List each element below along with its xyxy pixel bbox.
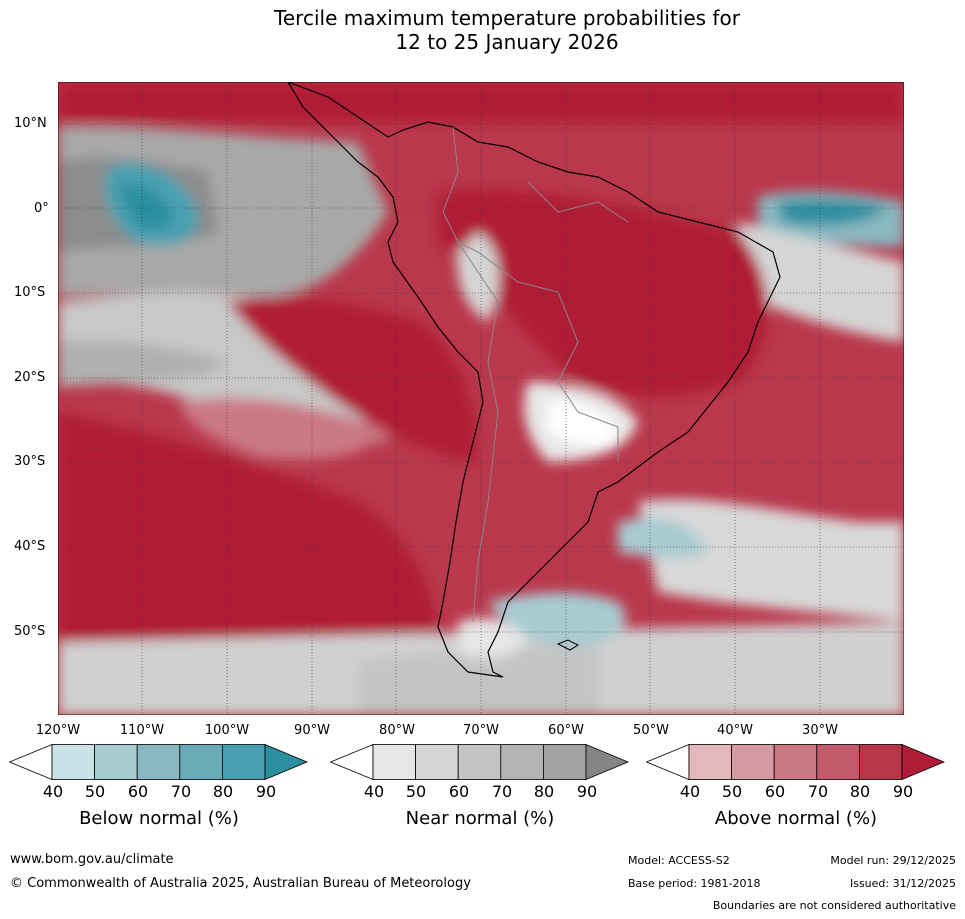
below-normal-segment (94, 744, 138, 780)
boundaries-disclaimer: Boundaries are not considered authoritat… (712, 899, 956, 912)
tick-90: 90 (576, 782, 598, 801)
tick-40: 40 (679, 782, 701, 801)
south-america-coastline (287, 82, 781, 678)
model-run: Model run: 29/12/2025 (830, 854, 956, 867)
below-normal-label: Below normal (%) (79, 808, 239, 829)
lat-label-40s: 40°S (14, 539, 46, 554)
below-normal-segment (179, 744, 223, 780)
tick-60: 60 (764, 782, 786, 801)
lon-label-60w: 60°W (548, 723, 584, 738)
graticule (58, 82, 904, 715)
tick-50: 50 (84, 782, 106, 801)
tick-80: 80 (533, 782, 555, 801)
bom-url: www.bom.gov.au/climate (10, 852, 174, 867)
title-line-2: 12 to 25 January 2026 (395, 30, 619, 54)
near-normal-segment (372, 744, 416, 780)
lon-label-50w: 50°W (633, 723, 669, 738)
tick-80: 80 (849, 782, 871, 801)
above-normal-colorbar (646, 744, 946, 780)
issued-date: Issued: 31/12/2025 (849, 877, 956, 890)
near-normal-segment (457, 744, 502, 780)
copyright: © Commonwealth of Australia 2025, Austra… (10, 876, 471, 891)
lat-label-50s: 50°S (14, 624, 46, 639)
lat-label-0: 0° (34, 201, 49, 216)
lon-label-100w: 100°W (204, 723, 250, 738)
probability-map (58, 82, 904, 715)
lon-label-80w: 80°W (379, 723, 415, 738)
tick-50: 50 (721, 782, 743, 801)
below-normal-segment (51, 744, 95, 780)
lat-label-30s: 30°S (14, 454, 46, 469)
below-normal-segment (221, 744, 266, 780)
lon-label-40w: 40°W (717, 723, 753, 738)
above-normal-segment (858, 744, 903, 780)
map-title: Tercile maximum temperature probabilitie… (0, 6, 965, 54)
tick-60: 60 (448, 782, 470, 801)
title-line-1: Tercile maximum temperature probabilitie… (274, 6, 740, 30)
above-normal-segment (773, 744, 818, 780)
tick-70: 70 (807, 782, 829, 801)
tick-40: 40 (42, 782, 64, 801)
near-normal-low-extend (330, 744, 374, 780)
base-period: Base period: 1981-2018 (628, 877, 761, 890)
lon-label-110w: 110°W (119, 723, 165, 738)
tick-70: 70 (170, 782, 192, 801)
near-normal-colorbar (330, 744, 630, 780)
tick-90: 90 (892, 782, 914, 801)
above-normal-label: Above normal (%) (714, 808, 878, 829)
near-normal-segment (415, 744, 459, 780)
above-normal-segment (816, 744, 860, 780)
lon-label-120w: 120°W (35, 723, 81, 738)
lon-label-90w: 90°W (294, 723, 330, 738)
near-normal-label: Near normal (%) (405, 808, 555, 829)
below-normal-low-extend (9, 744, 53, 780)
tick-50: 50 (405, 782, 427, 801)
near-normal-high-extend (585, 744, 630, 780)
below-normal-segment (136, 744, 181, 780)
below-normal-colorbar (9, 744, 309, 780)
tick-80: 80 (212, 782, 234, 801)
near-normal-segment (500, 744, 544, 780)
tick-90: 90 (255, 782, 277, 801)
lat-label-10n: 10°N (14, 116, 47, 131)
above-normal-segment (731, 744, 775, 780)
above-normal-segment (688, 744, 732, 780)
falkland-islands (556, 639, 580, 651)
lon-label-30w: 30°W (802, 723, 838, 738)
lon-label-70w: 70°W (463, 723, 499, 738)
above-normal-low-extend (646, 744, 690, 780)
below-normal-high-extend (264, 744, 309, 780)
near-normal-segment (542, 744, 587, 780)
country-borders (442, 126, 629, 623)
lat-label-10s: 10°S (14, 285, 46, 300)
lat-label-20s: 20°S (14, 370, 46, 385)
tick-70: 70 (491, 782, 513, 801)
tick-40: 40 (363, 782, 385, 801)
tick-60: 60 (127, 782, 149, 801)
model-name: Model: ACCESS-S2 (628, 854, 730, 867)
above-normal-high-extend (901, 744, 946, 780)
